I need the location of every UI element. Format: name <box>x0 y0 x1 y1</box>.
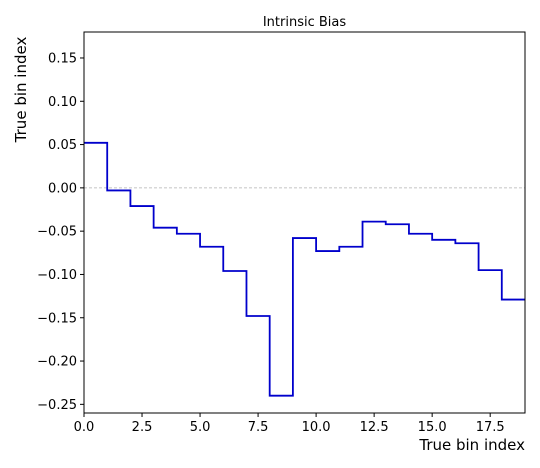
y-tick-label: 0.10 <box>48 95 77 110</box>
y-tick-label: 0.00 <box>48 181 77 196</box>
x-tick-label: 15.0 <box>418 420 447 435</box>
x-tick-label: 7.5 <box>248 420 269 435</box>
y-tick-label: 0.15 <box>48 51 77 66</box>
y-tick-label: −0.20 <box>37 355 77 370</box>
x-tick-label: 12.5 <box>360 420 389 435</box>
chart-title: Intrinsic Bias <box>263 15 347 30</box>
x-axis-label: True bin index <box>418 436 525 454</box>
y-tick-label: 0.05 <box>48 138 77 153</box>
x-tick-label: 5.0 <box>190 420 211 435</box>
x-tick-label: 2.5 <box>132 420 153 435</box>
y-axis-label: True bin index <box>12 37 30 144</box>
series-line-0 <box>84 141 525 397</box>
y-tick-label: −0.25 <box>37 398 77 413</box>
y-tick-label: −0.05 <box>37 225 77 240</box>
series-layer <box>84 141 525 397</box>
y-ticks: −0.25 −0.20 −0.15 −0.10 −0.05 0.00 0.05 0.10 0.1… <box>37 51 84 413</box>
plot-frame <box>83 31 526 414</box>
y-tick-label: −0.15 <box>37 311 77 326</box>
x-tick-label: 17.5 <box>476 420 505 435</box>
y-tick-label: −0.10 <box>37 268 77 283</box>
x-tick-label: 0.0 <box>74 420 95 435</box>
x-tick-label: 10.0 <box>302 420 331 435</box>
x-ticks: 0.0 2.5 5.0 7.5 10.0 12.5 15.0 17.5 <box>74 413 505 435</box>
